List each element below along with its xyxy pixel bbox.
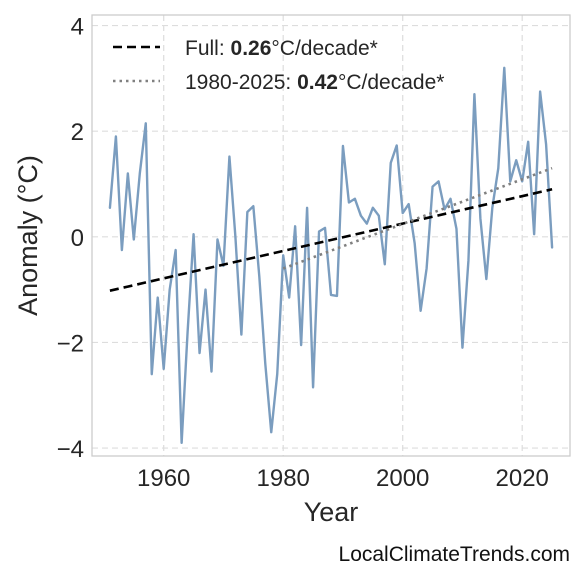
legend-recent-suffix: °C/decade* [338, 71, 444, 94]
x-tick-label: 1960 [137, 465, 190, 492]
x-tick-label: 1980 [257, 465, 310, 492]
y-tick-label: 0 [71, 225, 84, 252]
y-tick-label: −2 [57, 330, 84, 357]
grid [92, 15, 570, 456]
legend-full-prefix: Full: [185, 37, 231, 60]
series-layer [108, 66, 554, 444]
legend-full-suffix: °C/decade* [271, 37, 377, 60]
legend: Full: 0.26°C/decade* 1980-2025: 0.42°C/d… [113, 37, 444, 94]
recent-trend-line [282, 166, 553, 270]
y-tick-label: −4 [57, 436, 84, 463]
legend-recent-value: 0.42 [297, 71, 338, 94]
plot-frame [91, 14, 571, 457]
x-tick-label: 2020 [496, 465, 549, 492]
legend-label-full: Full: 0.26°C/decade* [185, 37, 378, 60]
anomaly-series-line [108, 66, 554, 444]
y-axis-title: Anomaly (°C) [13, 155, 43, 316]
x-axis-title: Year [304, 497, 359, 527]
y-tick-label: 2 [71, 119, 84, 146]
legend-recent-prefix: 1980-2025: [185, 71, 297, 94]
source-credit: LocalClimateTrends.com [339, 543, 570, 566]
legend-label-recent: 1980-2025: 0.42°C/decade* [185, 71, 444, 94]
y-tick-label: 4 [71, 14, 84, 41]
full-trend-line [109, 188, 553, 292]
x-tick-label: 2000 [376, 465, 429, 492]
tick-labels: 1960 1980 2000 2020 4 2 0 −2 −4 [57, 14, 549, 492]
legend-full-value: 0.26 [231, 37, 272, 60]
